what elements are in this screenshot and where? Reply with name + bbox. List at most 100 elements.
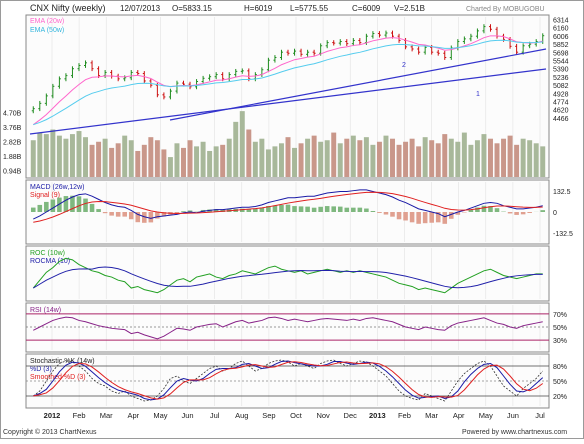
volume-bar (174, 143, 179, 177)
volume-bar (410, 139, 415, 177)
volume-bar (161, 149, 166, 177)
volume-bar (501, 139, 506, 177)
x-axis-label: Oct (290, 411, 303, 420)
legend-stoch-smoothed: Smoothed %D (3) (30, 374, 86, 381)
legend-stoch-d: %D (3) (30, 366, 52, 373)
volume-bar (397, 145, 402, 177)
volume-bar (77, 131, 82, 177)
volume-bar (488, 139, 493, 177)
volume-bar (259, 139, 264, 177)
price-tick-label: 4928 (553, 91, 569, 98)
volume-bar (436, 143, 441, 177)
volume-bar (442, 134, 447, 177)
x-axis-label: May (479, 411, 493, 420)
macd-histogram-bar (292, 206, 297, 212)
volume-bar (286, 137, 291, 177)
volume-bar (227, 139, 232, 177)
macd-histogram-bar (312, 208, 317, 212)
volume-tick-label: 2.82B (3, 139, 22, 146)
x-axis-label: Jul (535, 411, 545, 420)
volume-bar (390, 139, 395, 177)
x-axis-label: Jun (182, 411, 194, 420)
price-tick-label: 5390 (553, 67, 569, 74)
quote-high: H=6019 (244, 4, 273, 13)
macd-histogram-bar (279, 205, 284, 212)
macd-histogram-bar (508, 212, 513, 213)
x-axis-label: Jul (210, 411, 220, 420)
x-axis-label: Feb (398, 411, 411, 420)
macd-histogram-bar (325, 206, 330, 212)
volume-bar (194, 146, 199, 177)
volume-tick-label: 4.70B (3, 111, 22, 118)
volume-bar (521, 139, 526, 177)
volume-bar (534, 143, 539, 177)
macd-histogram-bar (103, 212, 108, 213)
x-axis-label: Sep (262, 411, 275, 420)
quote-open: O=5833.15 (172, 4, 212, 13)
legend-ema20: EMA (20w) (30, 18, 64, 25)
x-axis-label: May (153, 411, 167, 420)
macd-histogram-bar (521, 212, 526, 214)
macd-histogram-bar (31, 208, 36, 212)
macd-histogram-bar (253, 209, 258, 212)
macd-histogram-bar (442, 212, 447, 224)
volume-bar (344, 139, 349, 177)
x-axis-label: 2013 (369, 411, 386, 420)
volume-bar (57, 136, 62, 177)
volume-tick-label: 3.76B (3, 125, 22, 132)
macd-histogram-bar (495, 208, 500, 212)
volume-bar (312, 136, 317, 177)
volume-bar (83, 137, 88, 177)
x-axis-label: Apr (453, 411, 465, 420)
macd-histogram-bar (377, 212, 382, 213)
volume-bar (135, 151, 140, 177)
volume-bar (272, 146, 277, 177)
chart-title: CNX Nifty (weekly) (30, 3, 106, 13)
volume-bar (246, 130, 251, 177)
rsi-tick-label: 50% (553, 325, 567, 332)
macd-histogram-bar (122, 212, 127, 217)
volume-bar (50, 130, 55, 177)
copyright: Copyright © 2013 ChartNexus (3, 428, 97, 436)
volume-bar (455, 142, 460, 177)
macd-histogram-bar (403, 212, 408, 220)
volume-bar (214, 146, 219, 177)
macd-histogram-bar (286, 205, 291, 212)
macd-histogram-bar (390, 212, 395, 217)
macd-histogram-bar (83, 199, 88, 212)
volume-bar (181, 148, 186, 177)
x-axis-label: Apr (127, 411, 139, 420)
price-tick-label: 6314 (553, 17, 569, 24)
macd-histogram-bar (318, 207, 323, 212)
volume-bar (37, 133, 42, 177)
volume-bar (109, 148, 114, 177)
volume-bar (468, 145, 473, 177)
volume-bar (142, 145, 147, 177)
legend-signal: Signal (9) (30, 192, 60, 199)
macd-histogram-bar (540, 210, 545, 212)
volume-bar (377, 142, 382, 177)
macd-histogram-bar (364, 209, 369, 212)
macd-histogram-bar (527, 212, 532, 213)
quote-volume: V=2.51B (394, 4, 425, 13)
charted-by: Charted By MOBUGOBU (466, 6, 545, 13)
volume-bar (116, 143, 121, 177)
macd-histogram-bar (344, 208, 349, 212)
volume-bar (63, 139, 68, 177)
volume-bar (207, 151, 212, 177)
legend-ema50: EMA (50w) (30, 27, 64, 34)
price-tick-label: 5698 (553, 50, 569, 57)
volume-bar (90, 145, 95, 177)
volume-bar (403, 142, 408, 177)
volume-bar (508, 136, 513, 177)
trendline-label-1: 1 (476, 91, 480, 98)
volume-bar (540, 146, 545, 177)
x-axis-label: Mar (425, 411, 438, 420)
quote-low: L=5775.55 (290, 4, 329, 13)
price-tick-label: 4620 (553, 108, 569, 115)
stoch-tick-label: 20% (553, 394, 567, 401)
x-axis-label: Mar (100, 411, 113, 420)
macd-histogram-bar (429, 212, 434, 223)
volume-bar (44, 134, 49, 177)
